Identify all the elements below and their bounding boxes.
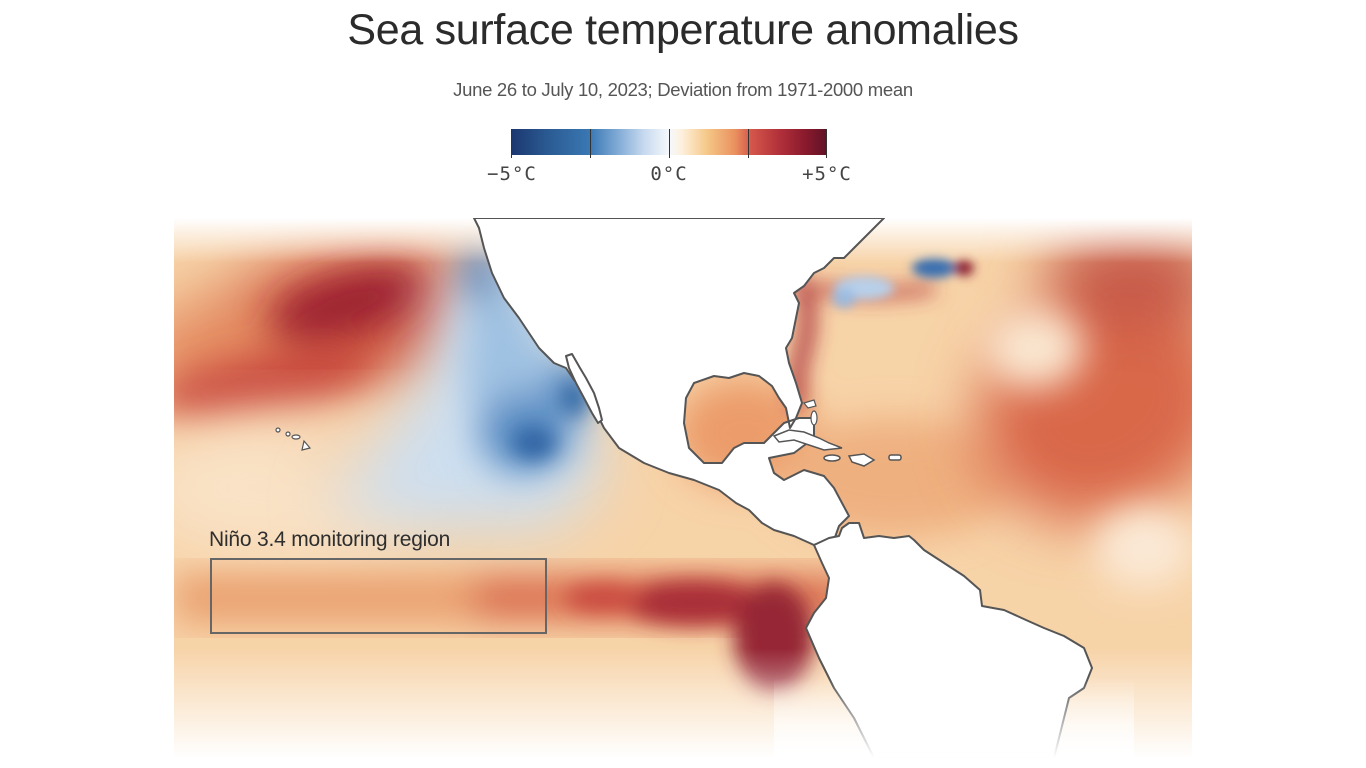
legend-tick (511, 129, 512, 158)
legend-max-label: +5°C (802, 163, 852, 185)
legend-tick (590, 129, 591, 158)
legend-tick (748, 129, 749, 158)
legend-tick (669, 129, 670, 158)
nino-region-label: Niño 3.4 monitoring region (209, 528, 451, 551)
chart-title: Sea surface temperature anomalies (347, 6, 1019, 54)
legend-min-label: −5°C (487, 163, 537, 185)
legend-tick (826, 129, 827, 158)
legend-mid-label: 0°C (650, 163, 688, 185)
color-legend (511, 129, 827, 158)
chart-subtitle: June 26 to July 10, 2023; Deviation from… (453, 79, 913, 100)
nino-region-box (210, 558, 547, 634)
sst-anomaly-map (174, 218, 1192, 758)
